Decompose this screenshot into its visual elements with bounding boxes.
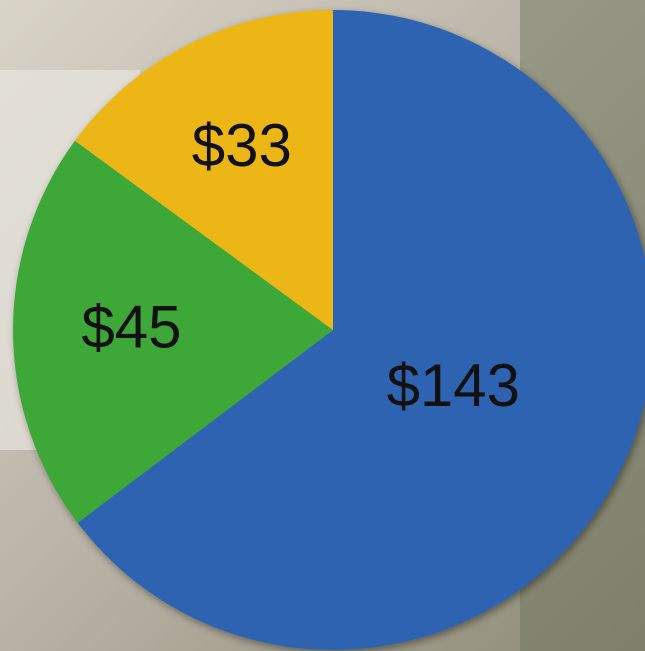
chart: $143 $45 $33	[0, 0, 645, 651]
data-label: $143	[387, 352, 520, 419]
data-label: $33	[192, 112, 292, 179]
page: $143$45$33 (() => { const data = JSON.pa…	[0, 0, 645, 651]
data-label: $45	[81, 293, 181, 360]
